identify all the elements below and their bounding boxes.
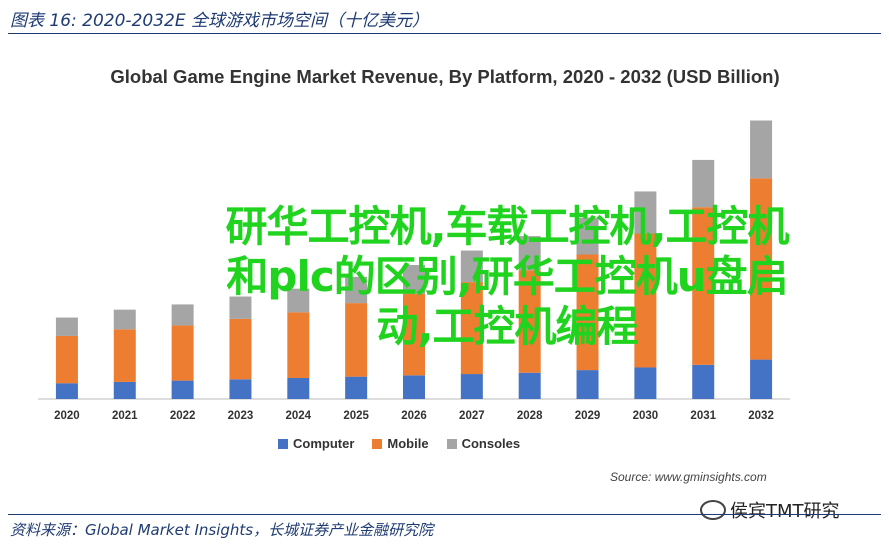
x-tick-label: 2024: [286, 410, 312, 422]
bar-chart: 2020 2021 2022 2023 2024 2025 2026 2027 2028 2029…: [38, 120, 790, 422]
source-note: Source: www.gminsights.com: [610, 470, 767, 484]
bar-computer-2024: [287, 377, 310, 399]
bar-computer-2031: [692, 364, 715, 399]
legend: Computer Mobile Consoles: [278, 436, 520, 451]
x-tick-label: 2026: [401, 410, 427, 422]
bar-consoles-2026: [403, 265, 425, 294]
bar-consoles-2023: [229, 296, 252, 319]
bar-mobile-2032: [750, 178, 773, 360]
x-tick-label: 2029: [575, 410, 601, 422]
watermark: 侯宾TMT研究: [700, 497, 840, 523]
legend-item-mobile: Mobile: [372, 436, 429, 451]
legend-label: Consoles: [461, 436, 521, 451]
wechat-icon: [700, 500, 726, 520]
x-tick-label: 2020: [54, 410, 80, 422]
overlay-text: 研华工控机,车载工控机,工控机和plc的区别,研华工控机u盘启动,工控机编程: [225, 202, 790, 351]
top-divider: [8, 33, 881, 34]
bar-mobile-2026: [403, 293, 425, 376]
footnote: 资料来源：Global Market Insights，长城证券产业金融研究院: [10, 521, 434, 539]
legend-label: Mobile: [387, 436, 429, 451]
bar-computer-2022: [171, 380, 194, 399]
bar-mobile-2025: [345, 303, 368, 377]
x-tick-label: 2021: [112, 410, 138, 422]
x-tick-label: 2025: [343, 410, 369, 422]
legend-label: Computer: [293, 436, 355, 451]
bar-computer-2030: [634, 367, 657, 399]
bar-mobile-2020: [55, 335, 78, 384]
x-tick-label: 2028: [517, 410, 543, 422]
bar-consoles-2020: [55, 317, 78, 336]
bar-computer-2023: [229, 379, 252, 399]
chart-title: Global Game Engine Market Revenue, By Pl…: [110, 66, 780, 87]
bar-consoles-2028: [518, 236, 541, 271]
bar-consoles-2032: [750, 120, 773, 179]
bar-computer-2025: [345, 376, 368, 399]
legend-swatch: [372, 438, 383, 449]
bar-consoles-2025: [345, 276, 368, 304]
bar-consoles-2022: [171, 304, 194, 326]
bar-mobile-2024: [287, 312, 310, 378]
bar-mobile-2030: [634, 233, 657, 368]
bar-computer-2026: [403, 375, 425, 399]
bar-consoles-2031: [692, 159, 715, 208]
bar-consoles-2030: [634, 191, 657, 234]
legend-swatch: [446, 438, 457, 449]
x-tick-label: 2027: [459, 410, 485, 422]
bar-computer-2028: [518, 372, 541, 399]
bar-computer-2020: [55, 383, 78, 399]
x-tick-label: 2022: [170, 410, 196, 422]
legend-item-consoles: Consoles: [446, 436, 521, 451]
legend-swatch: [278, 438, 288, 449]
x-tick-label: 2031: [690, 410, 716, 422]
chart-panel: Global Game Engine Market Revenue, By Pl…: [30, 40, 868, 502]
watermark-text: 侯宾TMT研究: [730, 501, 840, 522]
bar-mobile-2027: [460, 282, 483, 375]
bar-mobile-2029: [576, 254, 599, 371]
bar-consoles-2024: [287, 288, 310, 313]
bottom-divider: [8, 514, 881, 515]
bar-consoles-2029: [576, 217, 599, 255]
bar-computer-2021: [113, 381, 136, 399]
figure-caption: 图表 16: 2020-2032E 全球游戏市场空间（十亿美元）: [10, 11, 429, 31]
legend-item-computer: Computer: [278, 436, 354, 451]
bar-mobile-2021: [113, 329, 136, 382]
bar-computer-2032: [750, 359, 773, 399]
x-tick-label: 2032: [748, 410, 774, 422]
x-tick-label: 2023: [228, 410, 254, 422]
bar-computer-2029: [576, 370, 599, 399]
bar-consoles-2027: [460, 250, 483, 283]
bar-mobile-2022: [171, 325, 194, 381]
x-tick-label: 2030: [633, 410, 659, 422]
bar-mobile-2028: [518, 270, 541, 373]
bar-mobile-2023: [229, 318, 252, 380]
bar-consoles-2021: [113, 309, 136, 330]
bar-mobile-2031: [692, 207, 715, 365]
bar-computer-2027: [460, 374, 483, 399]
